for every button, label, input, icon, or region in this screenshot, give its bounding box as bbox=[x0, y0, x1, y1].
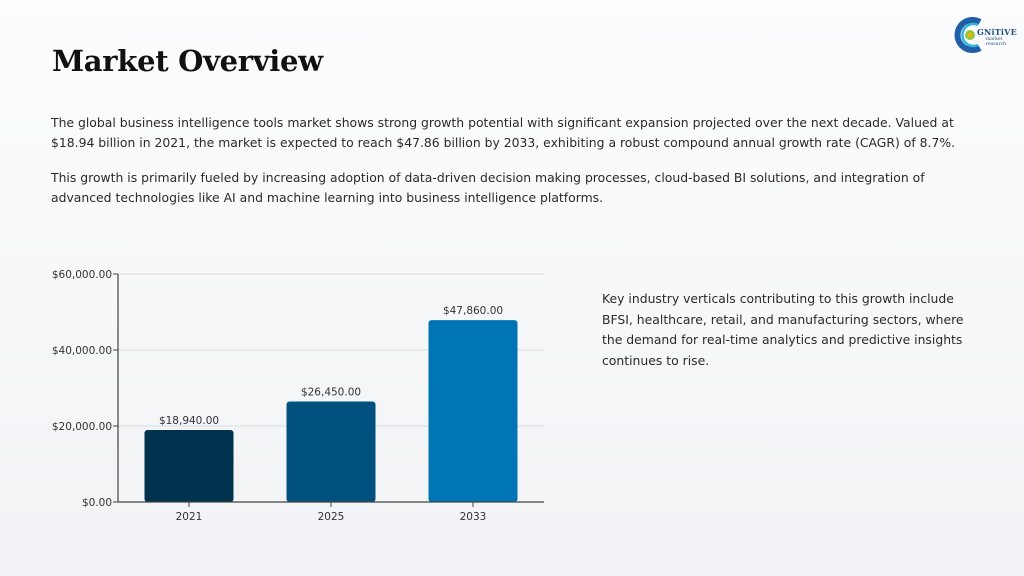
intro-paragraph: The global business intelligence tools m… bbox=[51, 115, 956, 150]
company-logo: GNiTiVE market research bbox=[954, 14, 1017, 56]
y-tick-label: $0.00 bbox=[82, 497, 112, 509]
logo-wordmark: GNiTiVE bbox=[977, 27, 1017, 37]
y-tick-label: $40,000.00 bbox=[52, 345, 112, 357]
x-tick-label: 2025 bbox=[318, 511, 345, 523]
y-tick-label: $20,000.00 bbox=[52, 421, 112, 433]
logo-subtext-market: market bbox=[986, 37, 1003, 42]
logo-subtext-research: research bbox=[986, 42, 1007, 47]
logo-subtext: market research bbox=[986, 37, 1006, 47]
x-tick-label: 2021 bbox=[176, 511, 203, 523]
bar-2033 bbox=[428, 320, 518, 502]
bar-2021 bbox=[144, 430, 234, 502]
chart-bars bbox=[144, 320, 518, 502]
industry-verticals-text: Key industry verticals contributing to t… bbox=[602, 291, 964, 368]
bar-2025 bbox=[286, 401, 376, 502]
data-label-2025: $26,450.00 bbox=[301, 386, 361, 398]
chart-axes bbox=[117, 274, 544, 503]
data-label-2021: $18,940.00 bbox=[159, 415, 219, 427]
growth-drivers-paragraph: This growth is primarily fueled by incre… bbox=[51, 170, 925, 205]
page-title: Market Overview bbox=[52, 44, 323, 78]
y-tick-label: $60,000.00 bbox=[52, 269, 112, 281]
chart-labels: $0.00 $20,000.00 $40,000.00 $60,000.00 $18,9… bbox=[52, 269, 503, 523]
x-tick-label: 2033 bbox=[460, 511, 487, 523]
logo-icon bbox=[954, 17, 982, 53]
data-label-2033: $47,860.00 bbox=[443, 305, 503, 317]
